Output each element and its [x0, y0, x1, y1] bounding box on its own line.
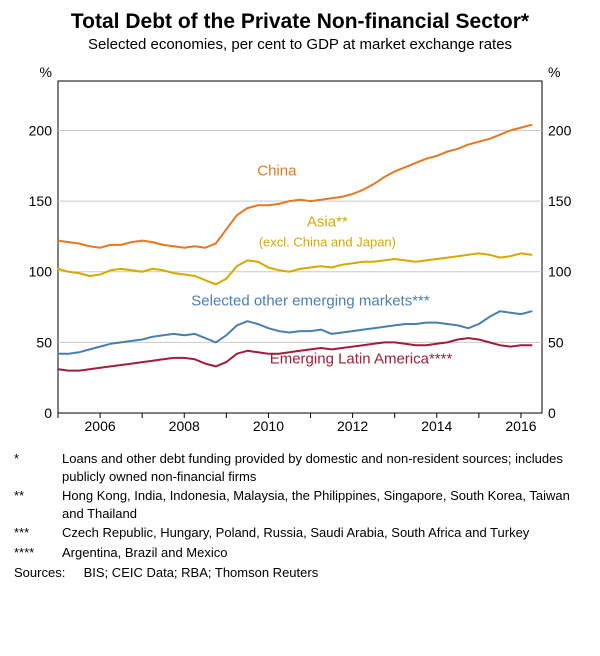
chart-area: 0 0 50 50 100 100 150 150 200 200%% 2006 2008 2010 20…	[14, 59, 586, 444]
footnote-mark: ****	[14, 544, 62, 562]
chart-figure: { "title": "Total Debt of the Private No…	[0, 0, 600, 656]
footnote-text: Hong Kong, India, Indonesia, Malaysia, t…	[62, 487, 586, 522]
svg-text:Emerging Latin America****: Emerging Latin America****	[270, 351, 453, 368]
svg-text:2014: 2014	[421, 418, 452, 434]
svg-text:%: %	[40, 64, 52, 80]
sources-label: Sources:	[14, 565, 80, 580]
line-chart-svg: 0 0 50 50 100 100 150 150 200 200%% 2006 2008 2010 20…	[14, 59, 586, 439]
sources-text: BIS; CEIC Data; RBA; Thomson Reuters	[84, 565, 319, 580]
svg-text:Selected other emerging market: Selected other emerging markets***	[191, 293, 430, 310]
footnote-mark: ***	[14, 524, 62, 542]
svg-text:2010: 2010	[253, 418, 284, 434]
svg-text:2012: 2012	[337, 418, 368, 434]
svg-text:50: 50	[36, 334, 52, 350]
svg-text:China: China	[257, 163, 297, 180]
svg-text:150: 150	[29, 193, 53, 209]
svg-text:0: 0	[44, 405, 52, 421]
svg-text:150: 150	[548, 193, 572, 209]
svg-text:%: %	[548, 64, 560, 80]
sources-line: Sources: BIS; CEIC Data; RBA; Thomson Re…	[14, 565, 586, 580]
footnote-row: ***Czech Republic, Hungary, Poland, Russ…	[14, 524, 586, 542]
footnote-row: *Loans and other debt funding provided b…	[14, 450, 586, 485]
footnote-row: ****Argentina, Brazil and Mexico	[14, 544, 586, 562]
chart-subtitle: Selected economies, per cent to GDP at m…	[14, 36, 586, 53]
svg-text:100: 100	[548, 264, 572, 280]
footnote-text: Czech Republic, Hungary, Poland, Russia,…	[62, 524, 586, 542]
svg-text:200: 200	[548, 122, 572, 138]
svg-text:2016: 2016	[505, 418, 536, 434]
svg-text:2008: 2008	[169, 418, 200, 434]
svg-text:(excl. China and Japan): (excl. China and Japan)	[259, 234, 396, 249]
footnote-mark: **	[14, 487, 62, 522]
footnote-mark: *	[14, 450, 62, 485]
svg-text:50: 50	[548, 334, 564, 350]
svg-text:0: 0	[548, 405, 556, 421]
svg-text:Asia**: Asia**	[307, 214, 348, 231]
footnotes: *Loans and other debt funding provided b…	[14, 450, 586, 561]
svg-text:2006: 2006	[85, 418, 116, 434]
chart-title: Total Debt of the Private Non-financial …	[14, 10, 586, 34]
svg-text:200: 200	[29, 122, 53, 138]
footnote-text: Loans and other debt funding provided by…	[62, 450, 586, 485]
footnote-text: Argentina, Brazil and Mexico	[62, 544, 586, 562]
footnote-row: **Hong Kong, India, Indonesia, Malaysia,…	[14, 487, 586, 522]
svg-text:100: 100	[29, 264, 53, 280]
